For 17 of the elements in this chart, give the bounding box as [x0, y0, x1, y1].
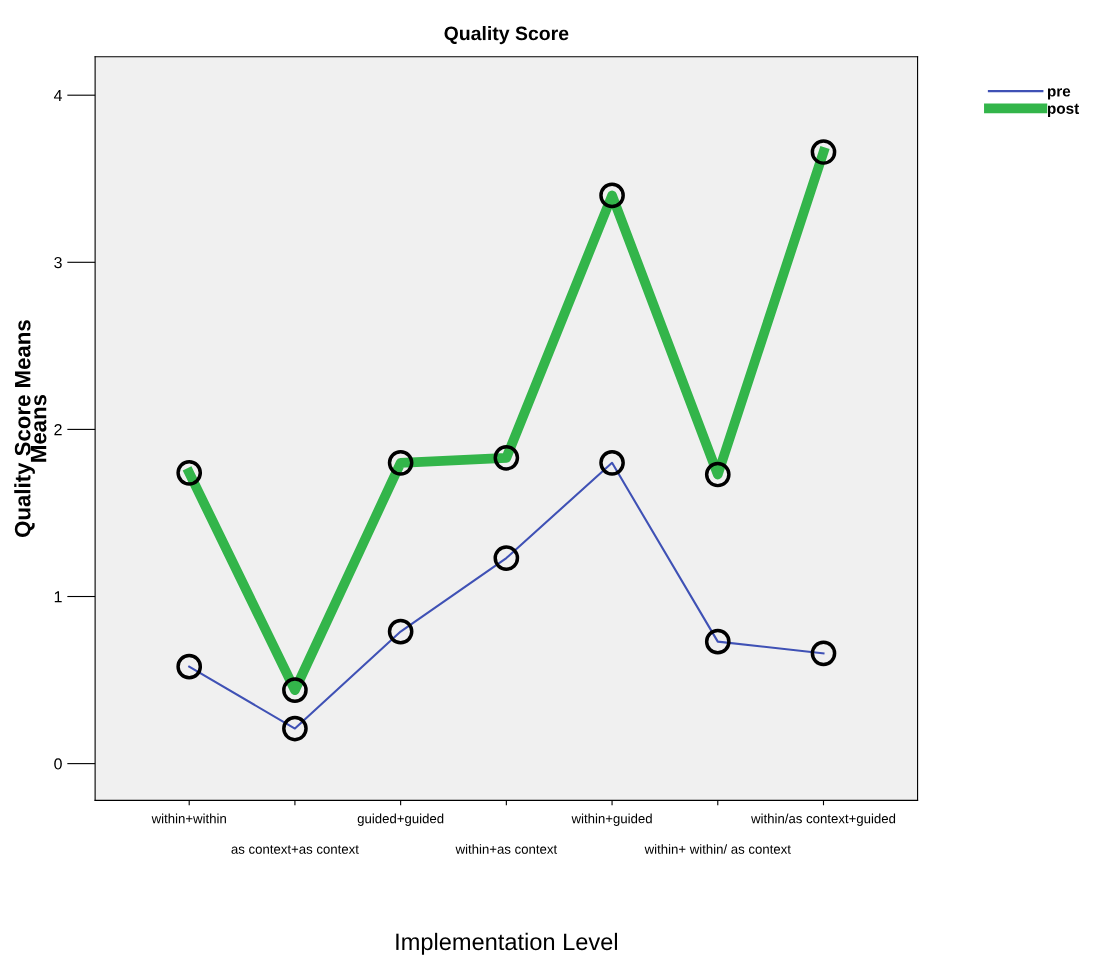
x-tick-label: within+guided	[571, 813, 652, 826]
y-tick-label: 0	[54, 758, 62, 770]
x-tick-label: as context+as context	[231, 845, 359, 854]
x-tick-label: within+within	[151, 813, 226, 824]
x-axis-title: Implementation Level	[396, 932, 617, 955]
y-tick-label: 3	[54, 256, 62, 269]
x-tick-label: within+ within/ as context	[644, 844, 791, 854]
chart-title: Quality Score	[444, 26, 569, 45]
legend-label: pre	[1047, 88, 1071, 100]
x-tick-label: within/as context+guided	[751, 813, 896, 826]
legend-label: post	[1047, 103, 1080, 117]
y-tick-label: 4	[53, 89, 63, 101]
x-tick-label: within+as context	[455, 844, 558, 854]
y-tick-label: 2	[54, 424, 62, 436]
y-axis-title: Quality Score Means Means	[14, 320, 47, 537]
y-tick-label: 1	[54, 591, 62, 603]
x-tick-label: guided+guided	[357, 813, 444, 826]
